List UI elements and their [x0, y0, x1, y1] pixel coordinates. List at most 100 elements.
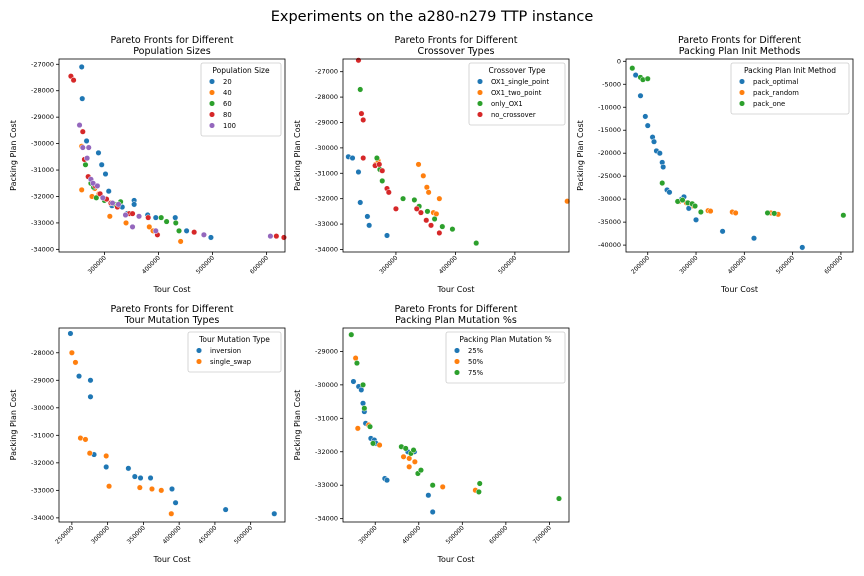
legend-label: no_crossover: [491, 111, 536, 119]
data-point: [732, 209, 739, 216]
y-tick-label: -29000: [31, 376, 54, 384]
data-point: [152, 227, 159, 234]
x-axis-label: Tour Cost: [152, 555, 190, 564]
data-point: [358, 386, 365, 393]
data-point: [707, 208, 714, 215]
x-tick-label: 300000: [357, 524, 378, 545]
data-point: [349, 154, 356, 162]
x-axis-label: Tour Cost: [436, 555, 474, 564]
x-axis-label: Tour Cost: [436, 285, 474, 294]
data-point: [379, 167, 386, 174]
y-tick-label: -31000: [31, 166, 54, 174]
x-tick-label: 200000: [630, 254, 651, 275]
data-point: [129, 223, 136, 230]
x-tick-label: 400000: [141, 254, 162, 275]
x-tick-label: 600000: [488, 524, 509, 545]
y-tick-label: -30000: [315, 381, 338, 389]
y-tick-label: -33000: [31, 219, 54, 227]
data-point: [355, 168, 362, 176]
y-tick-label: -40000: [598, 241, 621, 249]
data-point: [158, 487, 165, 494]
data-point: [172, 219, 179, 226]
data-point: [400, 195, 407, 202]
data-point: [145, 214, 152, 221]
data-point: [95, 149, 102, 156]
y-tick-label: -5000: [602, 80, 621, 88]
x-tick-label: 300000: [378, 254, 399, 275]
panel-title: Pareto Fronts for Different: [111, 35, 234, 46]
x-tick-label: 450000: [197, 524, 218, 545]
x-tick-label: 700000: [532, 524, 553, 545]
data-point: [129, 210, 136, 217]
legend-label: 50%: [468, 358, 484, 366]
data-point: [352, 355, 359, 362]
panel-title: Packing Plan Mutation %s: [395, 315, 517, 326]
data-point: [125, 465, 132, 472]
legend-marker: [738, 89, 746, 96]
data-point: [415, 161, 422, 168]
data-point: [82, 436, 89, 443]
data-point: [93, 194, 100, 201]
data-point: [410, 447, 417, 454]
data-point: [679, 197, 686, 204]
legend-marker: [453, 358, 461, 365]
plot-frame: [58, 327, 286, 523]
data-point: [764, 209, 771, 216]
data-point: [137, 474, 144, 482]
x-tick-label: 500000: [497, 254, 518, 275]
y-tick-label: -20000: [598, 149, 621, 157]
data-point: [147, 474, 154, 482]
data-point: [103, 452, 110, 460]
y-tick-label: -29000: [315, 347, 338, 355]
data-point: [163, 218, 170, 225]
data-point: [79, 128, 86, 135]
x-tick-label: 600000: [249, 254, 270, 275]
data-point: [360, 116, 367, 123]
data-point: [427, 222, 435, 229]
data-point: [172, 214, 179, 221]
data-point: [207, 234, 214, 241]
data-point: [411, 458, 418, 465]
data-point: [158, 214, 165, 221]
data-point: [379, 177, 386, 184]
data-point: [449, 226, 456, 233]
legend: Packing Plan Init Method pack_optimalpack…: [730, 62, 850, 115]
data-point: [122, 211, 129, 219]
data-point: [436, 229, 443, 237]
data-point: [369, 440, 377, 447]
y-tick-label: -34000: [31, 514, 54, 522]
data-point: [771, 210, 778, 217]
legend-marker: [476, 111, 484, 118]
plot-frame: [342, 58, 570, 253]
legend: Crossover Type OX1_single_point OX1_two_po…: [468, 62, 566, 126]
data-point: [400, 453, 407, 460]
panel-title: Tour Mutation Types: [124, 315, 220, 326]
y-tick-label: -31000: [31, 431, 54, 439]
y-tick-label: -29000: [315, 118, 338, 126]
data-point: [87, 393, 94, 400]
data-point: [439, 483, 446, 490]
data-point: [359, 400, 367, 407]
data-point: [644, 122, 651, 129]
x-tick-label: 400000: [438, 254, 459, 275]
y-tick-label: -32000: [315, 448, 338, 456]
data-point: [555, 495, 563, 502]
data-point: [135, 213, 143, 220]
panel-crossover-types: Pareto Fronts for Different Crossover Typ…: [293, 35, 571, 294]
legend-marker: [476, 78, 484, 85]
panel-title: Pareto Fronts for Different: [395, 35, 518, 46]
legend-marker: [453, 369, 461, 376]
legend-marker: [476, 89, 484, 96]
data-point: [475, 488, 482, 495]
data-point: [436, 195, 443, 202]
legend-box: [187, 331, 282, 373]
legend-label: OX1_two_point: [491, 89, 542, 97]
x-tick-label: 350000: [126, 524, 147, 545]
data-point: [152, 214, 159, 221]
data-point: [632, 72, 639, 79]
data-point: [136, 484, 143, 491]
data-point: [425, 492, 432, 499]
data-point: [629, 65, 636, 72]
